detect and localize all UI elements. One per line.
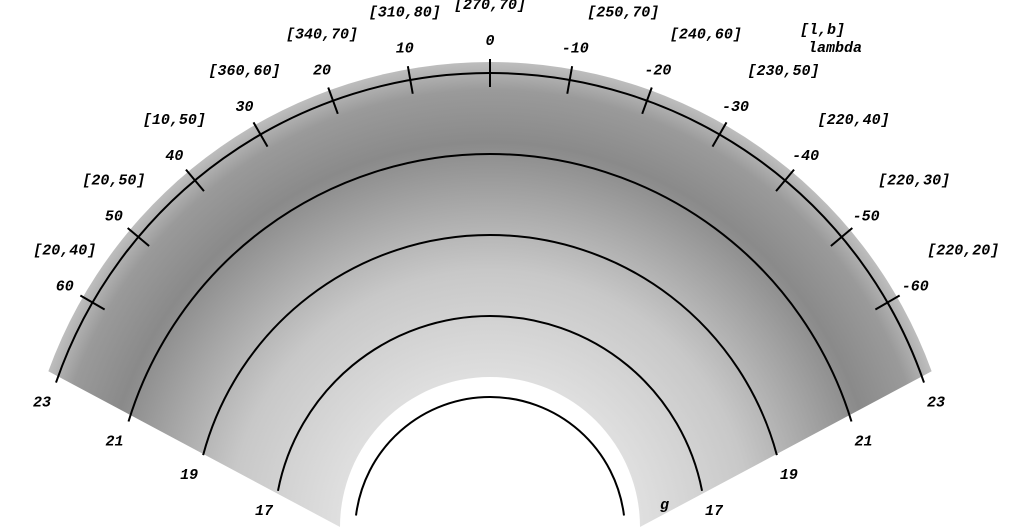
lb-label: [310,80] bbox=[369, 4, 441, 21]
lambda-label: 30 bbox=[235, 99, 253, 116]
lambda-label: 60 bbox=[56, 278, 74, 295]
lambda-label: 20 bbox=[313, 63, 331, 80]
lambda-label: 40 bbox=[165, 148, 183, 165]
lambda-label: -10 bbox=[562, 40, 589, 57]
mag-label: 17 bbox=[255, 503, 274, 520]
lambda-label: -40 bbox=[792, 148, 819, 165]
lb-label: [220,40] bbox=[818, 112, 890, 129]
lb-label: [240,60] bbox=[670, 27, 742, 44]
lambda-title: lambda bbox=[808, 40, 862, 57]
lb-label: [220,30] bbox=[878, 172, 950, 189]
lambda-label: -30 bbox=[722, 99, 749, 116]
lambda-label: -50 bbox=[853, 208, 880, 225]
radial-label: g bbox=[660, 497, 669, 514]
lb-label: [220,20] bbox=[927, 242, 999, 259]
lb-label: [270,70] bbox=[454, 0, 526, 14]
lb-label: [20,40] bbox=[33, 242, 96, 259]
lambda-label: 0 bbox=[485, 33, 494, 50]
mag-label: 19 bbox=[180, 467, 198, 484]
mag-arc bbox=[356, 397, 624, 516]
lb-title: [l,b] bbox=[800, 22, 845, 39]
lb-label: [360,60] bbox=[208, 63, 280, 80]
mag-label: 17 bbox=[705, 503, 724, 520]
lambda-label: -60 bbox=[902, 278, 929, 295]
lambda-label: -20 bbox=[644, 63, 671, 80]
mag-label: 19 bbox=[780, 467, 798, 484]
density-map bbox=[48, 62, 931, 527]
lambda-label: 50 bbox=[105, 208, 123, 225]
lb-label: [10,50] bbox=[143, 112, 206, 129]
lambda-label: 10 bbox=[396, 40, 414, 57]
lb-label: [340,70] bbox=[286, 27, 358, 44]
lb-label: [230,50] bbox=[747, 63, 819, 80]
chart: [l,b] lambda g 1515171719192121232360[20… bbox=[0, 0, 1027, 527]
mag-label: 21 bbox=[854, 433, 872, 450]
lb-label: [250,70] bbox=[587, 4, 659, 21]
mag-label: 21 bbox=[106, 433, 124, 450]
lb-label: [20,50] bbox=[82, 172, 145, 189]
mag-label: 23 bbox=[33, 395, 51, 412]
mag-label: 23 bbox=[927, 395, 945, 412]
